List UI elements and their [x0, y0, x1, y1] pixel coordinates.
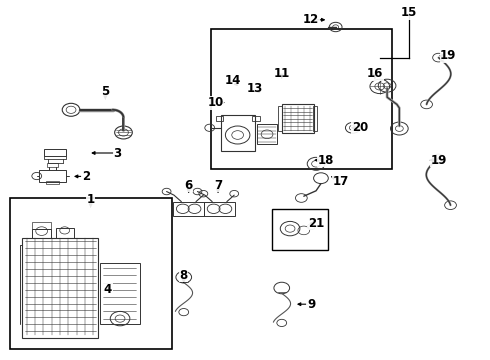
Bar [22, 238, 98, 338]
Text: 11: 11 [273, 67, 290, 80]
Text: 19: 19 [430, 154, 447, 167]
Text: 15: 15 [401, 6, 417, 19]
Text: 12: 12 [303, 13, 319, 26]
Bar [47, 163, 58, 167]
Text: 6: 6 [185, 179, 193, 192]
Bar [211, 29, 392, 169]
Bar [204, 202, 235, 216]
Text: 16: 16 [367, 67, 383, 80]
Text: 1: 1 [87, 193, 95, 206]
Bar [100, 263, 140, 324]
Bar [46, 181, 59, 184]
Bar [220, 115, 255, 151]
Bar [173, 202, 204, 216]
Bar [278, 106, 282, 131]
Text: 14: 14 [224, 75, 241, 87]
Text: 13: 13 [246, 82, 263, 95]
Text: 7: 7 [214, 179, 222, 192]
Text: 18: 18 [318, 154, 334, 167]
Bar [56, 228, 74, 238]
Bar [272, 209, 328, 250]
Bar [252, 116, 260, 121]
Bar [282, 104, 314, 133]
Text: 21: 21 [308, 217, 324, 230]
Bar [32, 229, 51, 238]
Text: 19: 19 [440, 49, 457, 62]
Text: 20: 20 [352, 121, 368, 134]
Text: 4: 4 [104, 283, 112, 296]
Bar [10, 198, 172, 349]
Bar [44, 149, 66, 156]
Text: 8: 8 [180, 269, 188, 282]
Text: 10: 10 [207, 96, 224, 109]
Text: 3: 3 [114, 147, 122, 159]
Bar [39, 170, 66, 182]
Bar [216, 116, 223, 121]
Bar [32, 222, 51, 229]
Text: 5: 5 [101, 85, 109, 98]
Text: 9: 9 [307, 298, 315, 311]
Text: 2: 2 [82, 170, 90, 183]
Bar [313, 106, 317, 131]
Text: 17: 17 [332, 175, 349, 188]
Bar [257, 124, 277, 144]
